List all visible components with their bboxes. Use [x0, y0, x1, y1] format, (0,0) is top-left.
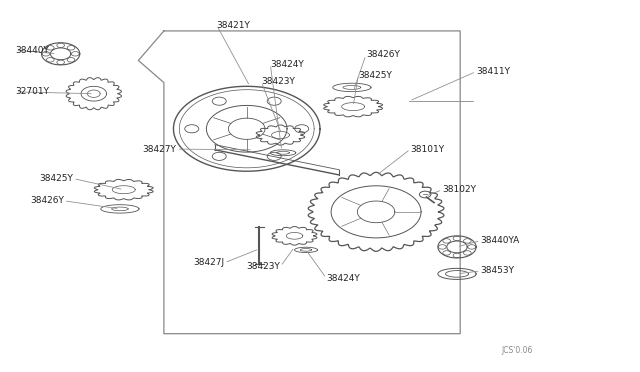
Text: 38424Y: 38424Y: [270, 60, 304, 69]
Circle shape: [419, 191, 431, 198]
Text: 38440YA: 38440YA: [481, 236, 520, 245]
Text: 38427Y: 38427Y: [143, 145, 177, 154]
Text: 38421Y: 38421Y: [217, 21, 251, 30]
Text: 38423Y: 38423Y: [246, 262, 280, 271]
Text: 38425Y: 38425Y: [40, 174, 74, 183]
Text: 38101Y: 38101Y: [410, 145, 445, 154]
Text: 38424Y: 38424Y: [326, 274, 360, 283]
Text: 38453Y: 38453Y: [481, 266, 515, 275]
Text: 38425Y: 38425Y: [358, 71, 392, 80]
Text: 38426Y: 38426Y: [30, 196, 64, 205]
Text: 38423Y: 38423Y: [261, 77, 295, 86]
Text: 38102Y: 38102Y: [442, 185, 476, 194]
Text: 32701Y: 32701Y: [15, 87, 49, 96]
Text: 38440Y: 38440Y: [15, 46, 49, 55]
Text: JCS'0.06: JCS'0.06: [502, 346, 533, 355]
Text: 38411Y: 38411Y: [476, 67, 510, 76]
Text: 38427J: 38427J: [193, 258, 225, 267]
Text: 38426Y: 38426Y: [366, 51, 400, 60]
